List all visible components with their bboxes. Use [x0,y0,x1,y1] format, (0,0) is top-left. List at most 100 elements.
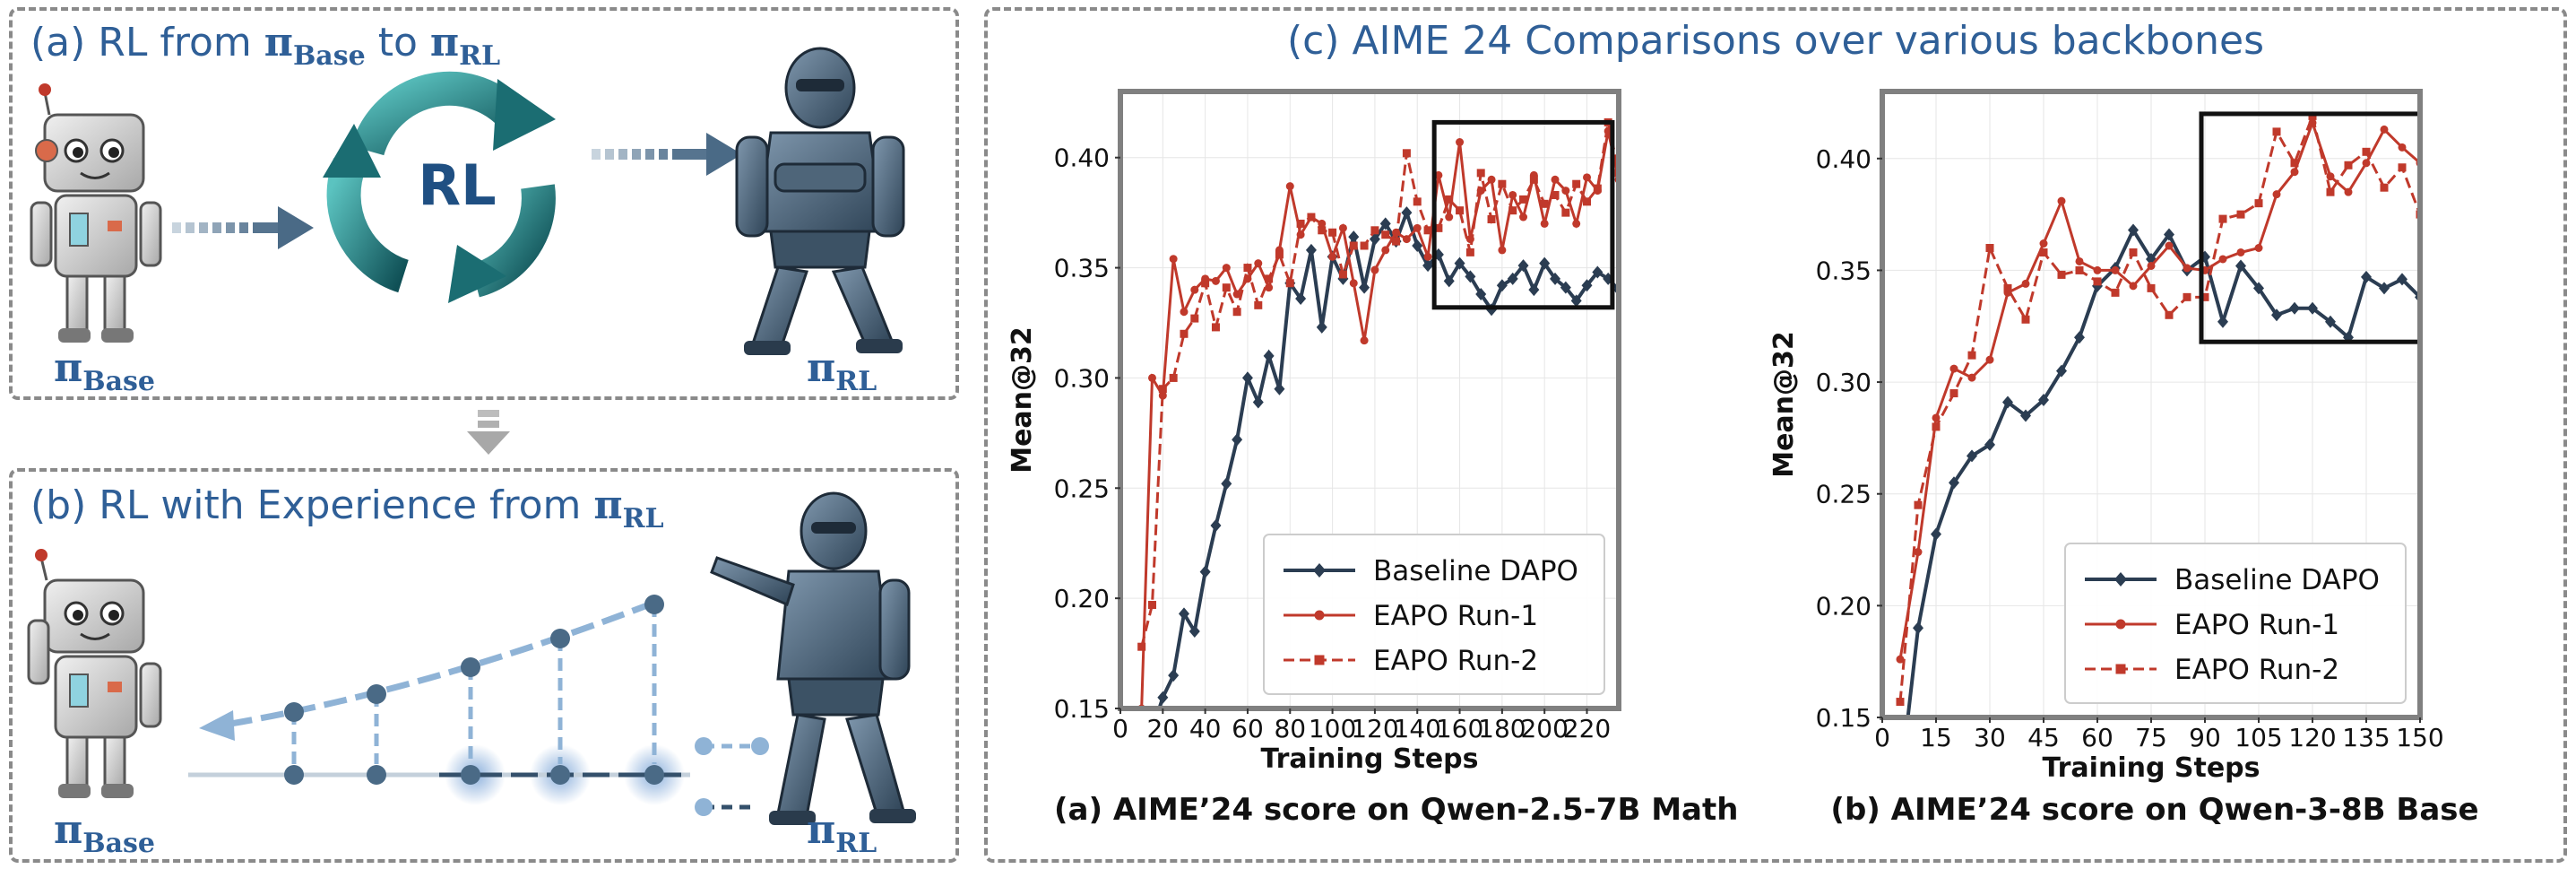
x-tick-label: 120 [1351,714,1398,743]
x-tick-label: 40 [1189,714,1222,743]
data-point [1379,217,1391,230]
data-point [1984,438,1995,451]
data-point [1465,248,1474,256]
data-point [1949,389,1958,398]
panel-b-illustration [27,491,916,825]
y-tick-label: 0.35 [1816,256,1871,285]
data-point [1147,601,1156,610]
data-point [2075,256,2084,265]
x-tick-label: 0 [1112,714,1128,743]
data-point [2165,310,2174,319]
legend-marker [1313,563,1326,578]
data-point [1338,270,1347,279]
legend-label: Baseline DAPO [2174,564,2380,596]
data-point [1305,243,1317,256]
chart-qwen3-8b-base: 0 15 30 45 60 75 90 105 120 135 150 0.15 0.20 0.25 0.3… [1768,89,2444,784]
data-point [1583,197,1592,206]
data-point [1381,230,1390,239]
data-point [1507,272,1518,285]
data-point [1475,288,1487,301]
data-point [1551,190,1560,199]
data-point [2093,265,2102,274]
x-tick-label: 60 [2081,723,2114,752]
data-point [1476,169,1485,178]
data-point [2218,214,2227,223]
data-point [1592,265,1604,279]
x-tick-label: 0 [1874,723,1890,752]
legend-marker [1314,655,1325,665]
data-point [2075,265,2084,274]
zoom-box [1431,119,1615,310]
data-point [2039,248,2048,256]
data-point [2397,273,2407,286]
data-point [1147,373,1156,382]
data-point [1168,669,1180,682]
chart-caption-left: (a) AIME’24 score on Qwen-2.5-7B Math [1054,792,1739,828]
x-tick-label: 45 [2027,723,2060,752]
pi-base-label: πBase [54,807,155,859]
x-tick-label: 100 [1309,714,1356,743]
y-tick-label: 0.35 [1054,254,1110,283]
data-point [1263,349,1275,362]
panel-rl-with-experience [9,468,959,863]
data-point [2021,315,2030,324]
data-point [1221,477,1232,491]
data-point [1561,187,1570,196]
chart-caption-right: (b) AIME’24 score on Qwen-3-8B Base [1830,792,2479,828]
data-point [1593,184,1602,193]
y-tick-label: 0.15 [1816,703,1871,733]
data-point [2272,127,2281,136]
data-point [1913,621,1923,635]
data-point [2021,279,2030,288]
data-point [1465,270,1476,283]
y-tick-label: 0.40 [1054,143,1110,173]
plot-frame [1118,89,1621,711]
data-point [1967,373,1976,382]
data-point [1137,642,1146,651]
data-point [2147,283,2156,292]
data-point [2003,283,2012,292]
data-point [1178,607,1189,621]
y-tick-label: 0.25 [1054,474,1110,503]
data-point [2235,259,2246,273]
data-point [1572,219,1581,228]
x-tick-label: 135 [2342,723,2390,752]
data-point [2289,301,2300,315]
data-point [1445,195,1454,204]
panel-aime-comparisons [984,7,2567,863]
series-line-1 [1157,207,1619,708]
data-point [1307,213,1316,222]
data-point [1914,500,1923,509]
y-axis-label: Mean@32 [1007,326,1038,474]
data-point [2326,187,2335,196]
data-point [1274,382,1285,395]
rl-robot-icon [735,47,905,355]
data-point [1189,625,1200,638]
data-point [1422,259,1434,273]
data-point [1265,283,1274,292]
x-tick-label: 180 [1478,714,1526,743]
data-point [1402,149,1411,158]
legend [1263,534,1605,695]
data-point [1169,255,1178,264]
data-point [2165,241,2174,250]
data-point [1349,279,1358,288]
series-line-2 [1140,130,1619,708]
data-point [2361,270,2372,283]
data-point [2074,331,2085,344]
x-tick-label: 220 [1563,714,1611,743]
data-point [1180,329,1189,338]
x-tick-label: 20 [1146,714,1179,743]
data-point [1243,264,1252,273]
data-point [2217,315,2228,328]
data-point [1443,274,1455,288]
data-point [1519,195,1528,204]
data-point [2057,196,2066,205]
data-point [2183,292,2191,301]
data-point [1496,279,1508,292]
plot-area [1137,117,1619,708]
data-point [1432,248,1444,261]
data-point [1201,279,1210,288]
data-point [1158,385,1167,394]
data-point [1370,265,1379,274]
